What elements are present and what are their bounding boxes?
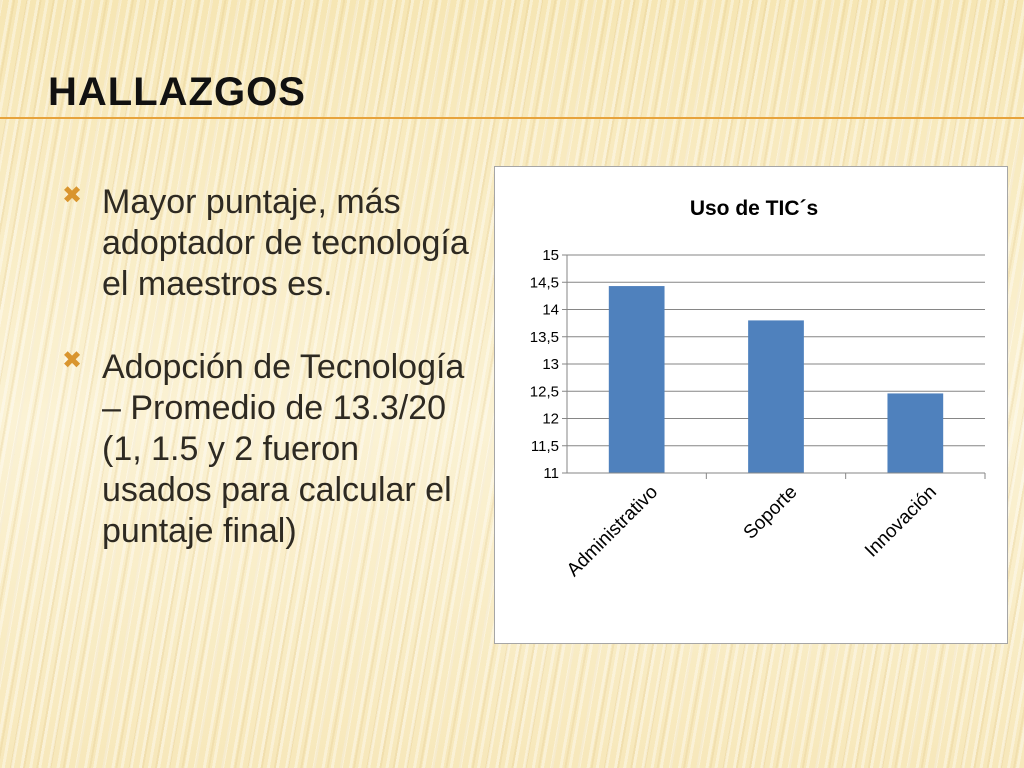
bars	[608, 286, 944, 473]
y-tick-label: 11,5	[531, 438, 559, 455]
x-tick-label: Innovación	[861, 482, 941, 562]
x-tick-label: Administrativo	[563, 482, 662, 581]
y-tick-label: 15	[542, 247, 559, 264]
chart-container: Uso de TIC´s 11 11,5 12 12,5 13 13,5 14 14,5 15 …	[494, 166, 1008, 644]
y-tick-label: 11	[543, 465, 559, 482]
y-tick-label: 12,5	[530, 383, 559, 400]
bullet-item: ✖ Adopción de Tecnología – Promedio de 1…	[62, 347, 472, 552]
bullet-text: Mayor puntaje, más adoptador de tecnolog…	[102, 183, 469, 303]
x-axis-ticks: Administrativo Soporte Innovación	[563, 473, 986, 581]
y-tick-label: 14	[542, 302, 559, 319]
y-axis-ticks: 11 11,5 12 12,5 13 13,5 14 14,5 15	[530, 247, 567, 482]
bullet-item: ✖ Mayor puntaje, más adoptador de tecnol…	[62, 182, 472, 305]
bullet-list: ✖ Mayor puntaje, más adoptador de tecnol…	[62, 182, 472, 552]
bar	[608, 286, 665, 473]
x-tick-label: Soporte	[740, 482, 802, 544]
bar	[887, 393, 944, 473]
y-tick-label: 13,5	[530, 329, 559, 346]
bar	[748, 320, 804, 473]
bar-chart: Uso de TIC´s 1111,51212,51313,51414,515 …	[530, 197, 986, 581]
chart-title: Uso de TIC´s	[690, 197, 818, 220]
slide-title: HALLAZGOS	[48, 70, 306, 114]
y-tick-label: 14,5	[530, 274, 559, 291]
ornate-x-bullet-icon: ✖	[62, 346, 83, 374]
axes	[566, 255, 985, 474]
y-tick-label: 13	[542, 356, 559, 373]
y-tick-label: 12	[542, 411, 559, 428]
title-underline	[0, 117, 1024, 119]
bullet-text: Adopción de Tecnología – Promedio de 13.…	[102, 348, 465, 550]
ornate-x-bullet-icon: ✖	[62, 181, 83, 209]
